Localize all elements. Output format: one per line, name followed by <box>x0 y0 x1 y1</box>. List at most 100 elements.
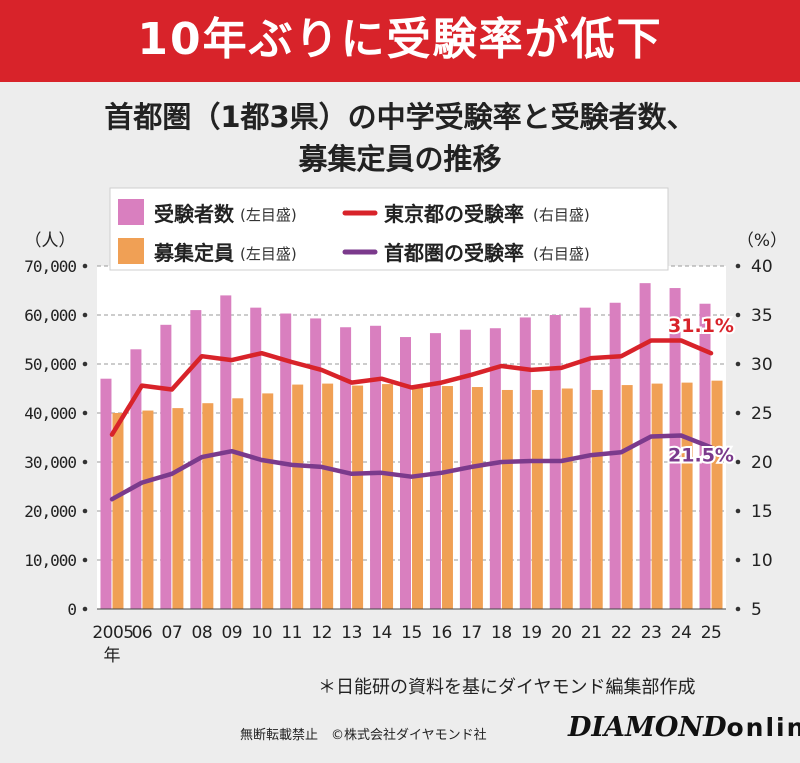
right-axis-unit: （%） <box>737 231 787 251</box>
bar-examinees <box>130 349 142 609</box>
right-tick-dot <box>735 361 741 367</box>
x-tick-label: 18 <box>491 623 512 643</box>
right-tick-dot <box>735 312 741 318</box>
chart-title-line-1: 首都圏（1都3県）の中学受験率と受験者数、 <box>104 100 696 134</box>
left-tick-label: 10,000 <box>24 551 76 570</box>
x-tick-label: 10 <box>251 623 272 643</box>
left-tick-dot <box>82 263 88 269</box>
left-tick-dot <box>82 312 88 318</box>
legend-label-metro: 首都圏の受験率 <box>384 241 524 265</box>
x-tick-label: 23 <box>641 623 662 643</box>
x-tick-label: 17 <box>461 623 482 643</box>
x-tick-label: 09 <box>221 623 242 643</box>
x-tick-label: 2005 <box>92 623 133 643</box>
bar-capacity <box>112 413 124 609</box>
x-tick-label: 12 <box>311 623 332 643</box>
left-tick-label: 40,000 <box>24 404 76 423</box>
headline-text: 10年ぶりに受験率が低下 <box>137 14 663 65</box>
bar-capacity <box>232 398 244 609</box>
x-tick-label: 16 <box>431 623 452 643</box>
chart-title-line-2: 募集定員の推移 <box>298 142 502 176</box>
legend-note-metro: (右目盛) <box>533 245 590 263</box>
line-tokyo-rate <box>109 338 714 437</box>
bar-capacity <box>681 382 693 609</box>
x-tick-label: 25 <box>701 623 722 643</box>
right-tick-dot <box>735 557 741 563</box>
bar-capacity <box>202 403 214 609</box>
bar-examinees <box>370 325 382 609</box>
left-tick-label: 30,000 <box>24 453 76 472</box>
legend-note-examinees: (左目盛) <box>240 206 297 224</box>
x-tick-label: 06 <box>132 623 153 643</box>
bar-examinees <box>400 337 411 609</box>
bar-capacity <box>501 389 513 609</box>
bar-capacity <box>591 389 603 609</box>
bar-capacity <box>412 385 423 609</box>
source-note: ＊日能研の資料を基にダイヤモンド編集部作成 <box>318 677 696 698</box>
bar-capacity <box>142 410 154 609</box>
left-tick-label: 0 <box>67 600 76 619</box>
right-tick-dot <box>735 263 741 269</box>
legend-label-examinees: 受験者数 <box>154 202 235 226</box>
bar-capacity <box>262 393 274 609</box>
legend-label-capacity: 募集定員 <box>153 241 234 265</box>
right-tick-label: 15 <box>751 502 773 522</box>
right-tick-dot <box>735 459 741 465</box>
right-tick-label: 5 <box>751 600 762 620</box>
bar-examinees <box>280 313 292 609</box>
legend-note-capacity: (左目盛) <box>240 245 297 263</box>
bar-examinees <box>429 333 441 609</box>
x-tick-label: 24 <box>671 623 692 643</box>
legend-swatch-capacity <box>118 238 144 264</box>
bar-examinees <box>669 288 681 609</box>
bar-capacity <box>711 380 723 609</box>
left-tick-label: 60,000 <box>24 306 76 325</box>
right-tick-label: 40 <box>751 257 773 277</box>
plot-background <box>97 266 726 609</box>
bar-capacity <box>531 389 543 609</box>
right-tick-dot <box>735 410 741 416</box>
bar-capacity <box>292 384 304 609</box>
copyright-text: 無断転載禁止 ©株式会社ダイヤモンド社 <box>240 728 487 743</box>
bar-examinees <box>489 328 501 609</box>
left-tick-dot <box>82 557 88 563</box>
brand-main: DIAMOND <box>568 712 727 743</box>
left-tick-label: 70,000 <box>24 257 76 276</box>
x-tick-label: 08 <box>192 623 213 643</box>
x-tick-label: 15 <box>401 623 422 643</box>
right-tick-label: 30 <box>751 355 773 375</box>
x-tick-label: 21 <box>581 623 602 643</box>
x-tick-label: 22 <box>611 623 632 643</box>
line-metro-rate <box>109 433 714 502</box>
x-tick-label: 14 <box>371 623 392 643</box>
bar-examinees <box>160 324 172 609</box>
bar-capacity <box>561 388 573 609</box>
diamond-online-logo: DIAMONDonline <box>568 712 800 743</box>
bar-capacity <box>471 387 483 609</box>
left-tick-dot <box>82 459 88 465</box>
bar-examinees <box>340 327 352 609</box>
legend-box <box>109 187 669 271</box>
left-tick-dot <box>82 508 88 514</box>
right-tick-label: 20 <box>751 453 773 473</box>
x-tick-label: 11 <box>281 623 302 643</box>
bar-examinees <box>639 283 651 609</box>
right-tick-label: 35 <box>751 306 773 326</box>
end-label-metro: 21.5% <box>668 444 734 466</box>
bar-capacity <box>651 383 663 609</box>
brand-sub: online <box>726 713 800 742</box>
x-axis-unit: 年 <box>104 646 121 666</box>
x-tick-label: 19 <box>521 623 542 643</box>
bar-capacity <box>322 383 334 609</box>
right-tick-label: 25 <box>751 404 773 424</box>
left-tick-label: 50,000 <box>24 355 76 374</box>
left-tick-dot <box>82 606 88 612</box>
combo-chart: 31.1% 21.5% 0 10,000 20,000 30,000 40,000 50,00… <box>24 187 787 666</box>
left-tick-dot <box>82 410 88 416</box>
bar-examinees <box>609 302 621 609</box>
left-axis-unit: （人） <box>25 231 76 251</box>
x-tick-label: 20 <box>551 623 572 643</box>
right-tick-label: 10 <box>751 551 773 571</box>
left-tick-dot <box>82 361 88 367</box>
right-tick-dot <box>735 508 741 514</box>
